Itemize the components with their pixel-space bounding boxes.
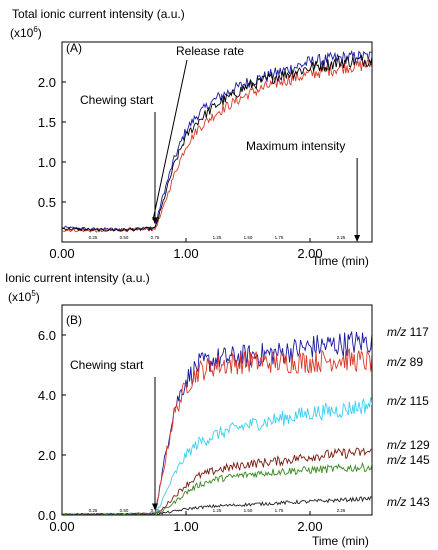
panel-a-xlabel: Time (min) [312, 254, 369, 268]
panel-b-label: (B) [66, 313, 82, 327]
legend-label-0: m/z 117 [387, 325, 429, 339]
x-tick-label-b: 0.00 [49, 519, 74, 534]
series-line-a-2 [62, 54, 372, 233]
y-tick-label-a: 1.5 [38, 115, 56, 130]
x-minor-tick-label-a: 1.50 [244, 235, 253, 240]
x-tick-label-a: 2.00 [297, 246, 322, 261]
panel-a: Total ionic current intensity (a.u.) (x1… [10, 7, 369, 268]
plot-frame-a [61, 41, 373, 243]
chart-marks: 0.5 1.0 1.5 2.0 0.00 1.00 2.00 0.25 0.50 0.75 1.25… [38, 41, 430, 534]
series-line-b-4 [62, 461, 372, 515]
x-minor-tick-label-b: 1.25 [213, 508, 222, 513]
x-minor-tick-label-a: 0.50 [120, 235, 129, 240]
annotation-chewing-start-a: Chewing start [80, 93, 154, 107]
panel-b-xlabel: Time (min) [312, 534, 369, 548]
panel-b: Ionic current intensity (a.u.) (x105) (B… [5, 271, 369, 548]
y-tick-label-a: 2.0 [38, 75, 56, 90]
release-rate-line [152, 59, 188, 221]
x-minor-tick-label-b: 1.50 [244, 508, 253, 513]
x-minor-tick-label-a: 1.75 [275, 235, 284, 240]
legend-label-2: m/z 115 [387, 394, 429, 408]
x-minor-tick-label-b: 1.75 [275, 508, 284, 513]
y-tick-label-a: 1.0 [38, 155, 56, 170]
x-minor-tick-label-a: 0.75 [151, 235, 160, 240]
panel-b-title: Ionic current intensity (a.u.) [5, 271, 150, 285]
plot-frame-b [61, 304, 373, 516]
y-tick-label-b: 4.0 [38, 388, 56, 403]
series-line-a-0 [62, 49, 372, 232]
chewing-start-arrowhead-b [152, 503, 158, 511]
maximum-intensity-arrowhead [354, 235, 361, 242]
y-tick-label-a: 0.5 [38, 195, 56, 210]
x-tick-label-a: 0.00 [49, 246, 74, 261]
panel-b-multiplier: (x105) [8, 289, 40, 304]
x-minor-tick-label-b: 0.50 [120, 508, 129, 513]
series-line-a-1 [62, 58, 372, 233]
y-tick-label-b: 6.0 [38, 328, 56, 343]
panel-a-title: Total ionic current intensity (a.u.) [12, 7, 185, 21]
x-minor-tick-label-b: 2.25 [337, 508, 346, 513]
panel-a-label: (A) [66, 41, 82, 55]
annotation-maximum-intensity: Maximum intensity [246, 139, 345, 153]
x-minor-tick-label-a: 0.25 [89, 235, 98, 240]
y-tick-label-b: 0.0 [38, 508, 56, 523]
x-minor-tick-label-b: 0.25 [89, 508, 98, 513]
series-line-b-3 [62, 447, 372, 515]
x-tick-label-a: 1.00 [173, 246, 198, 261]
legend-label-4: m/z 145 [387, 453, 430, 467]
legend-label-3: m/z 129 [387, 438, 430, 452]
panel-a-multiplier: (x106) [10, 25, 42, 40]
x-minor-tick-label-a: 2.25 [337, 235, 346, 240]
x-minor-tick-label-a: 1.25 [213, 235, 222, 240]
x-tick-label-b: 2.00 [297, 519, 322, 534]
annotation-chewing-start-b: Chewing start [70, 358, 144, 372]
series-line-b-2 [62, 397, 372, 515]
x-tick-label-b: 1.00 [173, 519, 198, 534]
legend-label-5: m/z 143 [387, 495, 430, 509]
legend-label-1: m/z 89 [387, 355, 423, 369]
y-tick-label-b: 2.0 [38, 448, 56, 463]
series-line-b-5 [62, 495, 372, 515]
annotation-release-rate: Release rate [176, 44, 244, 58]
